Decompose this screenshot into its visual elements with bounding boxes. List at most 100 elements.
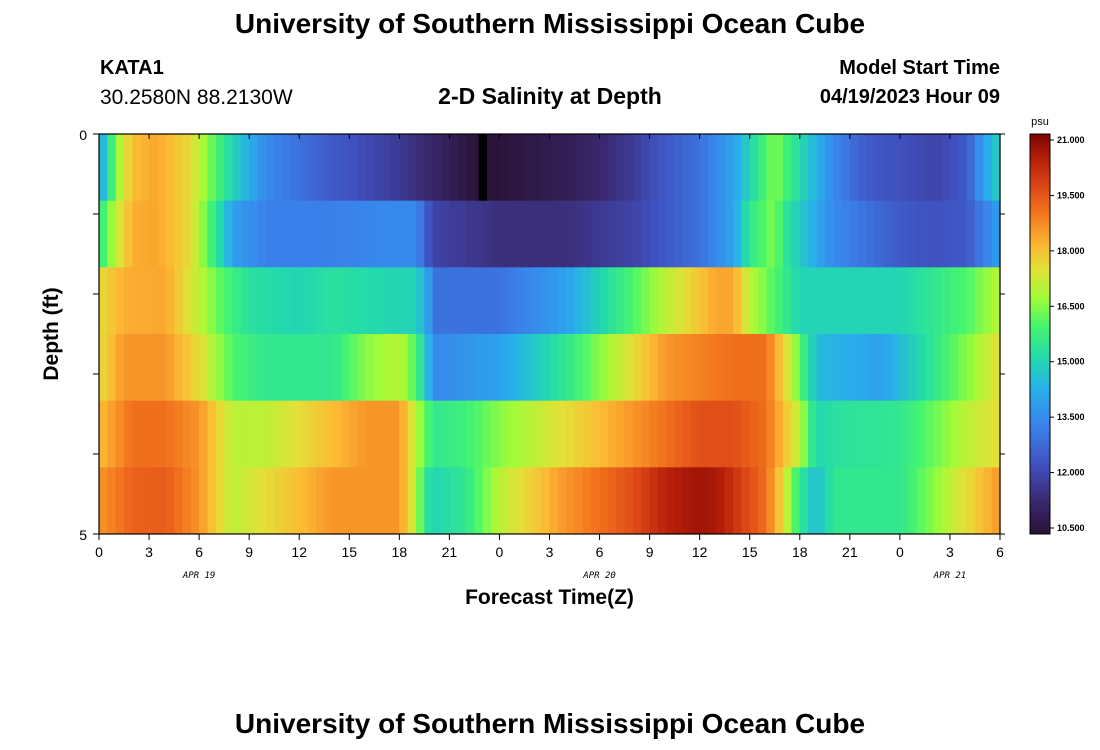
heatmap-cell — [883, 334, 893, 402]
heatmap-cell — [574, 200, 584, 268]
heatmap-cell — [916, 267, 926, 335]
heatmap-cell — [974, 134, 984, 202]
heatmap-cell — [808, 267, 818, 335]
heatmap-cell — [99, 467, 108, 535]
heatmap-cell — [324, 334, 334, 402]
heatmap-cell — [324, 467, 334, 535]
heatmap-cell — [983, 467, 993, 535]
heatmap-cell — [507, 200, 517, 268]
heatmap-cell — [883, 267, 893, 335]
heatmap-cell — [933, 134, 943, 202]
heatmap-cell — [532, 267, 542, 335]
heatmap-cell — [883, 467, 893, 535]
heatmap-cell — [516, 400, 526, 468]
heatmap-cell — [499, 267, 509, 335]
heatmap-cell — [874, 134, 884, 202]
heatmap-cell — [724, 134, 734, 202]
heatmap-cell — [282, 134, 292, 202]
heatmap-cell — [974, 400, 984, 468]
heatmap-cell — [132, 467, 142, 535]
heatmap-cell — [407, 267, 417, 335]
heatmap-cell — [174, 400, 184, 468]
heatmap-cell — [833, 400, 843, 468]
heatmap-cell — [357, 400, 367, 468]
heatmap-cell — [324, 134, 334, 202]
heatmap-cell — [282, 467, 292, 535]
heatmap-cell — [649, 134, 659, 202]
heatmap-cell — [174, 200, 184, 268]
heatmap-cell — [466, 400, 476, 468]
heatmap-cell — [524, 467, 534, 535]
heatmap-cell — [524, 400, 534, 468]
heatmap-cell — [691, 200, 701, 268]
heatmap-cell — [774, 467, 784, 535]
heatmap-cell — [365, 467, 375, 535]
x-tick-label: 9 — [245, 544, 253, 560]
heatmap-cell — [624, 267, 634, 335]
heatmap-cell — [224, 134, 234, 202]
heatmap-cell — [466, 200, 476, 268]
heatmap-cell — [157, 267, 167, 335]
heatmap-cell — [891, 334, 901, 402]
heatmap-cell — [607, 400, 617, 468]
heatmap-cell — [432, 134, 442, 202]
heatmap-cell — [249, 134, 259, 202]
heatmap-cell — [424, 334, 434, 402]
heatmap-cell — [532, 200, 542, 268]
heatmap-cell — [257, 267, 267, 335]
heatmap-cell — [874, 334, 884, 402]
heatmap-cell — [824, 134, 834, 202]
heatmap-cell — [607, 267, 617, 335]
heatmap-cell — [157, 400, 167, 468]
heatmap-cell — [924, 134, 934, 202]
heatmap-cell — [616, 400, 626, 468]
colorbar-tick-label: 12.000 — [1057, 468, 1085, 478]
heatmap-cell — [416, 267, 425, 335]
heatmap-cell — [682, 200, 692, 268]
heatmap-cell — [666, 200, 676, 268]
heatmap-cell — [808, 400, 818, 468]
station-coordinates: 30.2580N 88.2130W — [100, 86, 293, 109]
heatmap-cell — [207, 267, 217, 335]
x-tick-label: 6 — [596, 544, 604, 560]
heatmap-cell — [365, 334, 375, 402]
heatmap-cell — [674, 200, 684, 268]
heatmap-cell — [541, 200, 551, 268]
heatmap-cell — [582, 200, 592, 268]
heatmap-cell — [290, 400, 300, 468]
heatmap-cell — [799, 134, 809, 202]
heatmap-cell — [549, 267, 559, 335]
heatmap-cell — [708, 334, 717, 402]
heatmap-cell — [149, 200, 158, 268]
heatmap-cell — [991, 267, 1001, 335]
model-start-label: Model Start Time — [839, 57, 1000, 79]
heatmap-cell — [491, 200, 501, 268]
heatmap-cell — [441, 400, 450, 468]
heatmap-cell — [432, 200, 442, 268]
heatmap-cell — [674, 267, 684, 335]
y-axis: 05 — [79, 127, 1005, 543]
heatmap-cell — [149, 400, 158, 468]
heatmap-cell — [557, 267, 567, 335]
heatmap-cell — [240, 134, 250, 202]
heatmap-cell — [424, 134, 434, 202]
heatmap-cell — [958, 134, 968, 202]
heatmap-cell — [749, 467, 759, 535]
heatmap-cell — [315, 267, 325, 335]
heatmap-cell — [924, 267, 934, 335]
heatmap-cell — [549, 467, 559, 535]
heatmap-cell — [649, 400, 659, 468]
heatmap-cell — [516, 134, 526, 202]
heatmap-cell — [124, 267, 133, 335]
heatmap-cell — [566, 334, 576, 402]
heatmap-cell — [541, 334, 551, 402]
heatmap-cell — [257, 200, 267, 268]
heatmap-cell — [974, 334, 984, 402]
heatmap-cell — [499, 467, 509, 535]
heatmap-cell — [349, 334, 359, 402]
heatmap-cell — [390, 200, 400, 268]
heatmap-cell — [749, 134, 759, 202]
heatmap-cell — [416, 134, 425, 202]
heatmap-cell — [874, 400, 884, 468]
heatmap-cell — [240, 467, 250, 535]
